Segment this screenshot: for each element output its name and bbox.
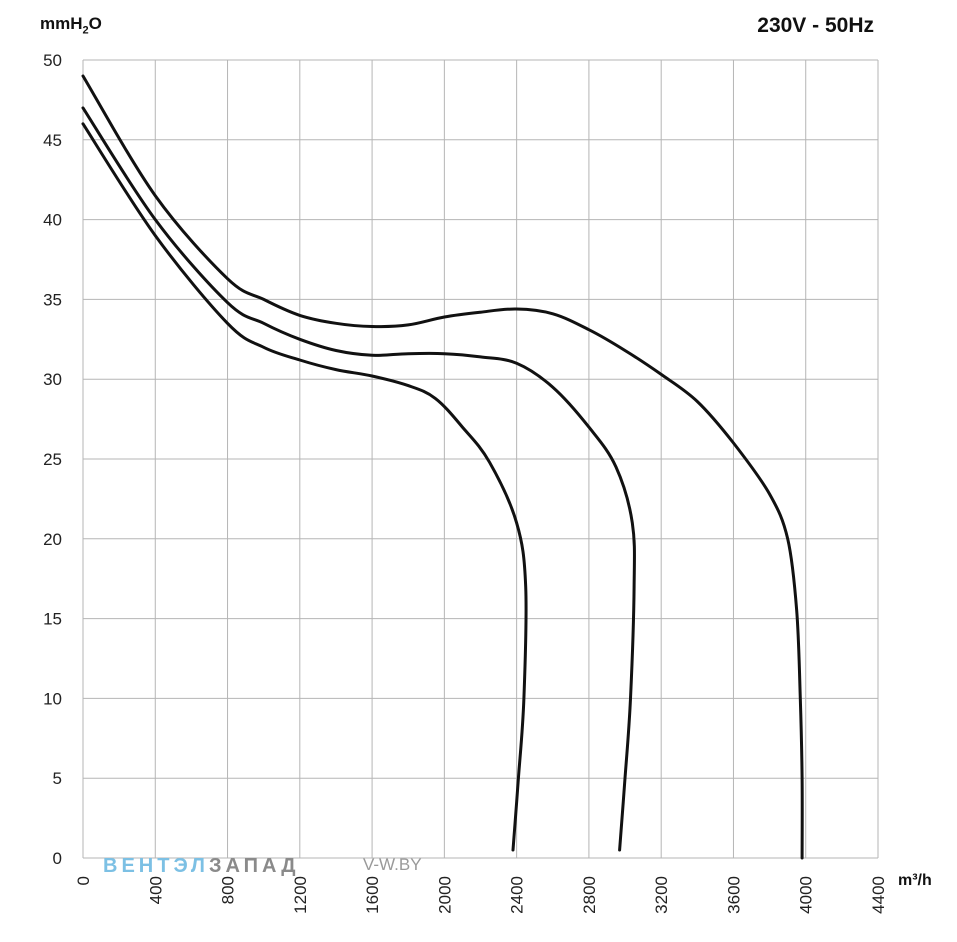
y-tick-label: 25	[43, 450, 62, 469]
series-line-2	[81, 106, 636, 852]
watermark-brand: ВЕНТЭЛЗАПАД	[103, 855, 299, 878]
x-tick-label: 2800	[580, 876, 599, 914]
watermark-brand-part2: ЗАПАД	[208, 855, 300, 877]
x-tick-label: 0	[74, 876, 93, 885]
y-tick-label: 0	[53, 849, 62, 868]
y-tick-label: 30	[43, 370, 62, 389]
y-axis-label-main: mmH	[40, 14, 83, 33]
x-tick-label: 4000	[797, 876, 816, 914]
y-tick-label: 20	[43, 530, 62, 549]
x-tick-label: 1200	[291, 876, 310, 914]
x-tick-labels: 0 400 800 1200 1600 2000 2400 2800 3200 3600 4000 4…	[74, 876, 888, 914]
series-group	[81, 74, 804, 860]
y-tick-label: 15	[43, 610, 62, 629]
x-tick-label: 400	[146, 876, 165, 904]
y-tick-label: 45	[43, 131, 62, 150]
y-tick-label: 5	[53, 769, 62, 788]
y-tick-label: 10	[43, 689, 62, 708]
y-axis-label-tail: O	[88, 14, 102, 33]
watermark-url: V-W.BY	[363, 855, 422, 874]
x-tick-label: 3600	[724, 876, 743, 914]
x-tick-label: 3200	[652, 876, 671, 914]
x-tick-label: 2000	[435, 876, 454, 914]
series-line-1	[81, 74, 804, 860]
x-tick-label: 2400	[508, 876, 527, 914]
watermark-brand-part1: ВЕНТЭЛ	[103, 855, 209, 877]
y-tick-labels: 0 5 10 15 20 25 30 35 40 45 50	[43, 51, 62, 868]
series-line-3	[81, 122, 528, 852]
y-tick-label: 50	[43, 51, 62, 70]
chart-title: 230V - 50Hz	[757, 14, 874, 37]
y-axis-label-subscript: 2	[82, 24, 89, 37]
y-tick-label: 40	[43, 211, 62, 230]
y-axis-label: mmH2O	[40, 14, 102, 36]
y-tick-label: 35	[43, 290, 62, 309]
grid	[82, 59, 879, 859]
x-tick-label: 1600	[363, 876, 382, 914]
x-tick-label: 4400	[869, 876, 888, 914]
x-axis-label: m³/h	[898, 872, 932, 889]
x-tick-label: 800	[219, 876, 238, 904]
